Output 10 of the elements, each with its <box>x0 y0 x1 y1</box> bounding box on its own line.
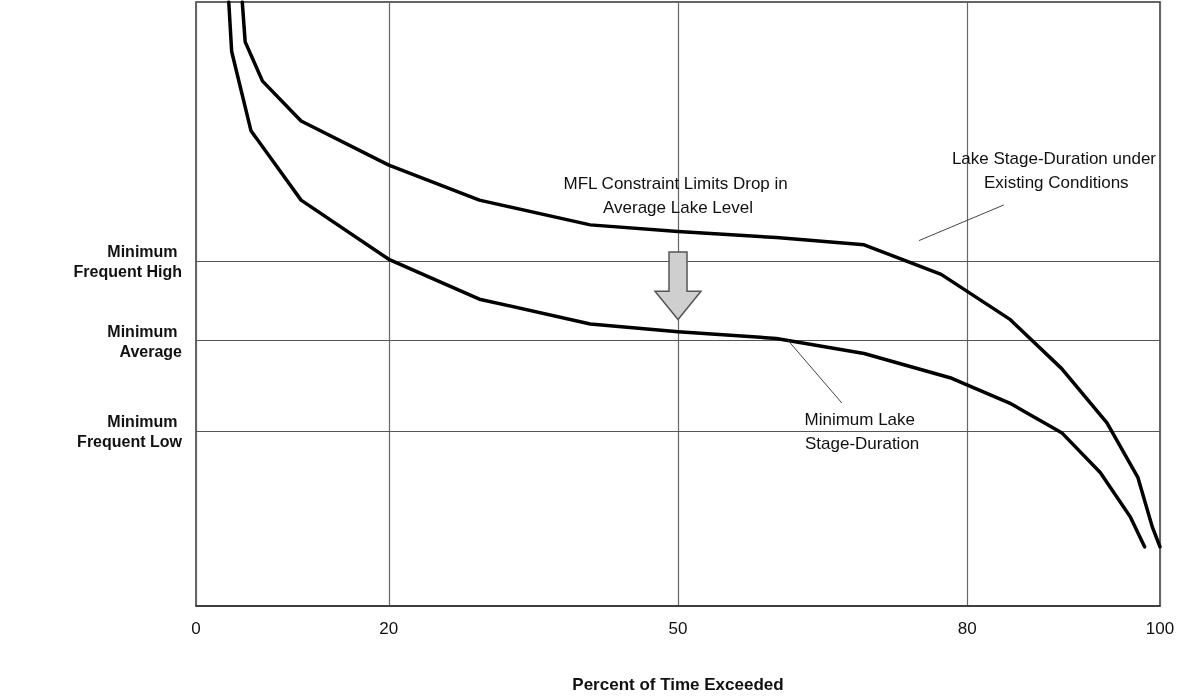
x-tick-label: 80 <box>957 619 977 638</box>
ref-line-label: Minimum Frequent Low <box>77 412 183 450</box>
x-axis-title: Percent of Time Exceeded <box>572 675 784 694</box>
ref-line-label: Minimum Frequent High <box>73 243 182 281</box>
x-tick-label: 20 <box>379 619 399 638</box>
x-tick-label: 50 <box>668 619 688 638</box>
ref-line-label: Minimum Average <box>107 322 183 360</box>
x-tick-label: 0 <box>191 619 201 638</box>
annotation: Minimum Lake Stage-Duration <box>804 409 920 453</box>
x-tick-label: 100 <box>1145 619 1175 638</box>
